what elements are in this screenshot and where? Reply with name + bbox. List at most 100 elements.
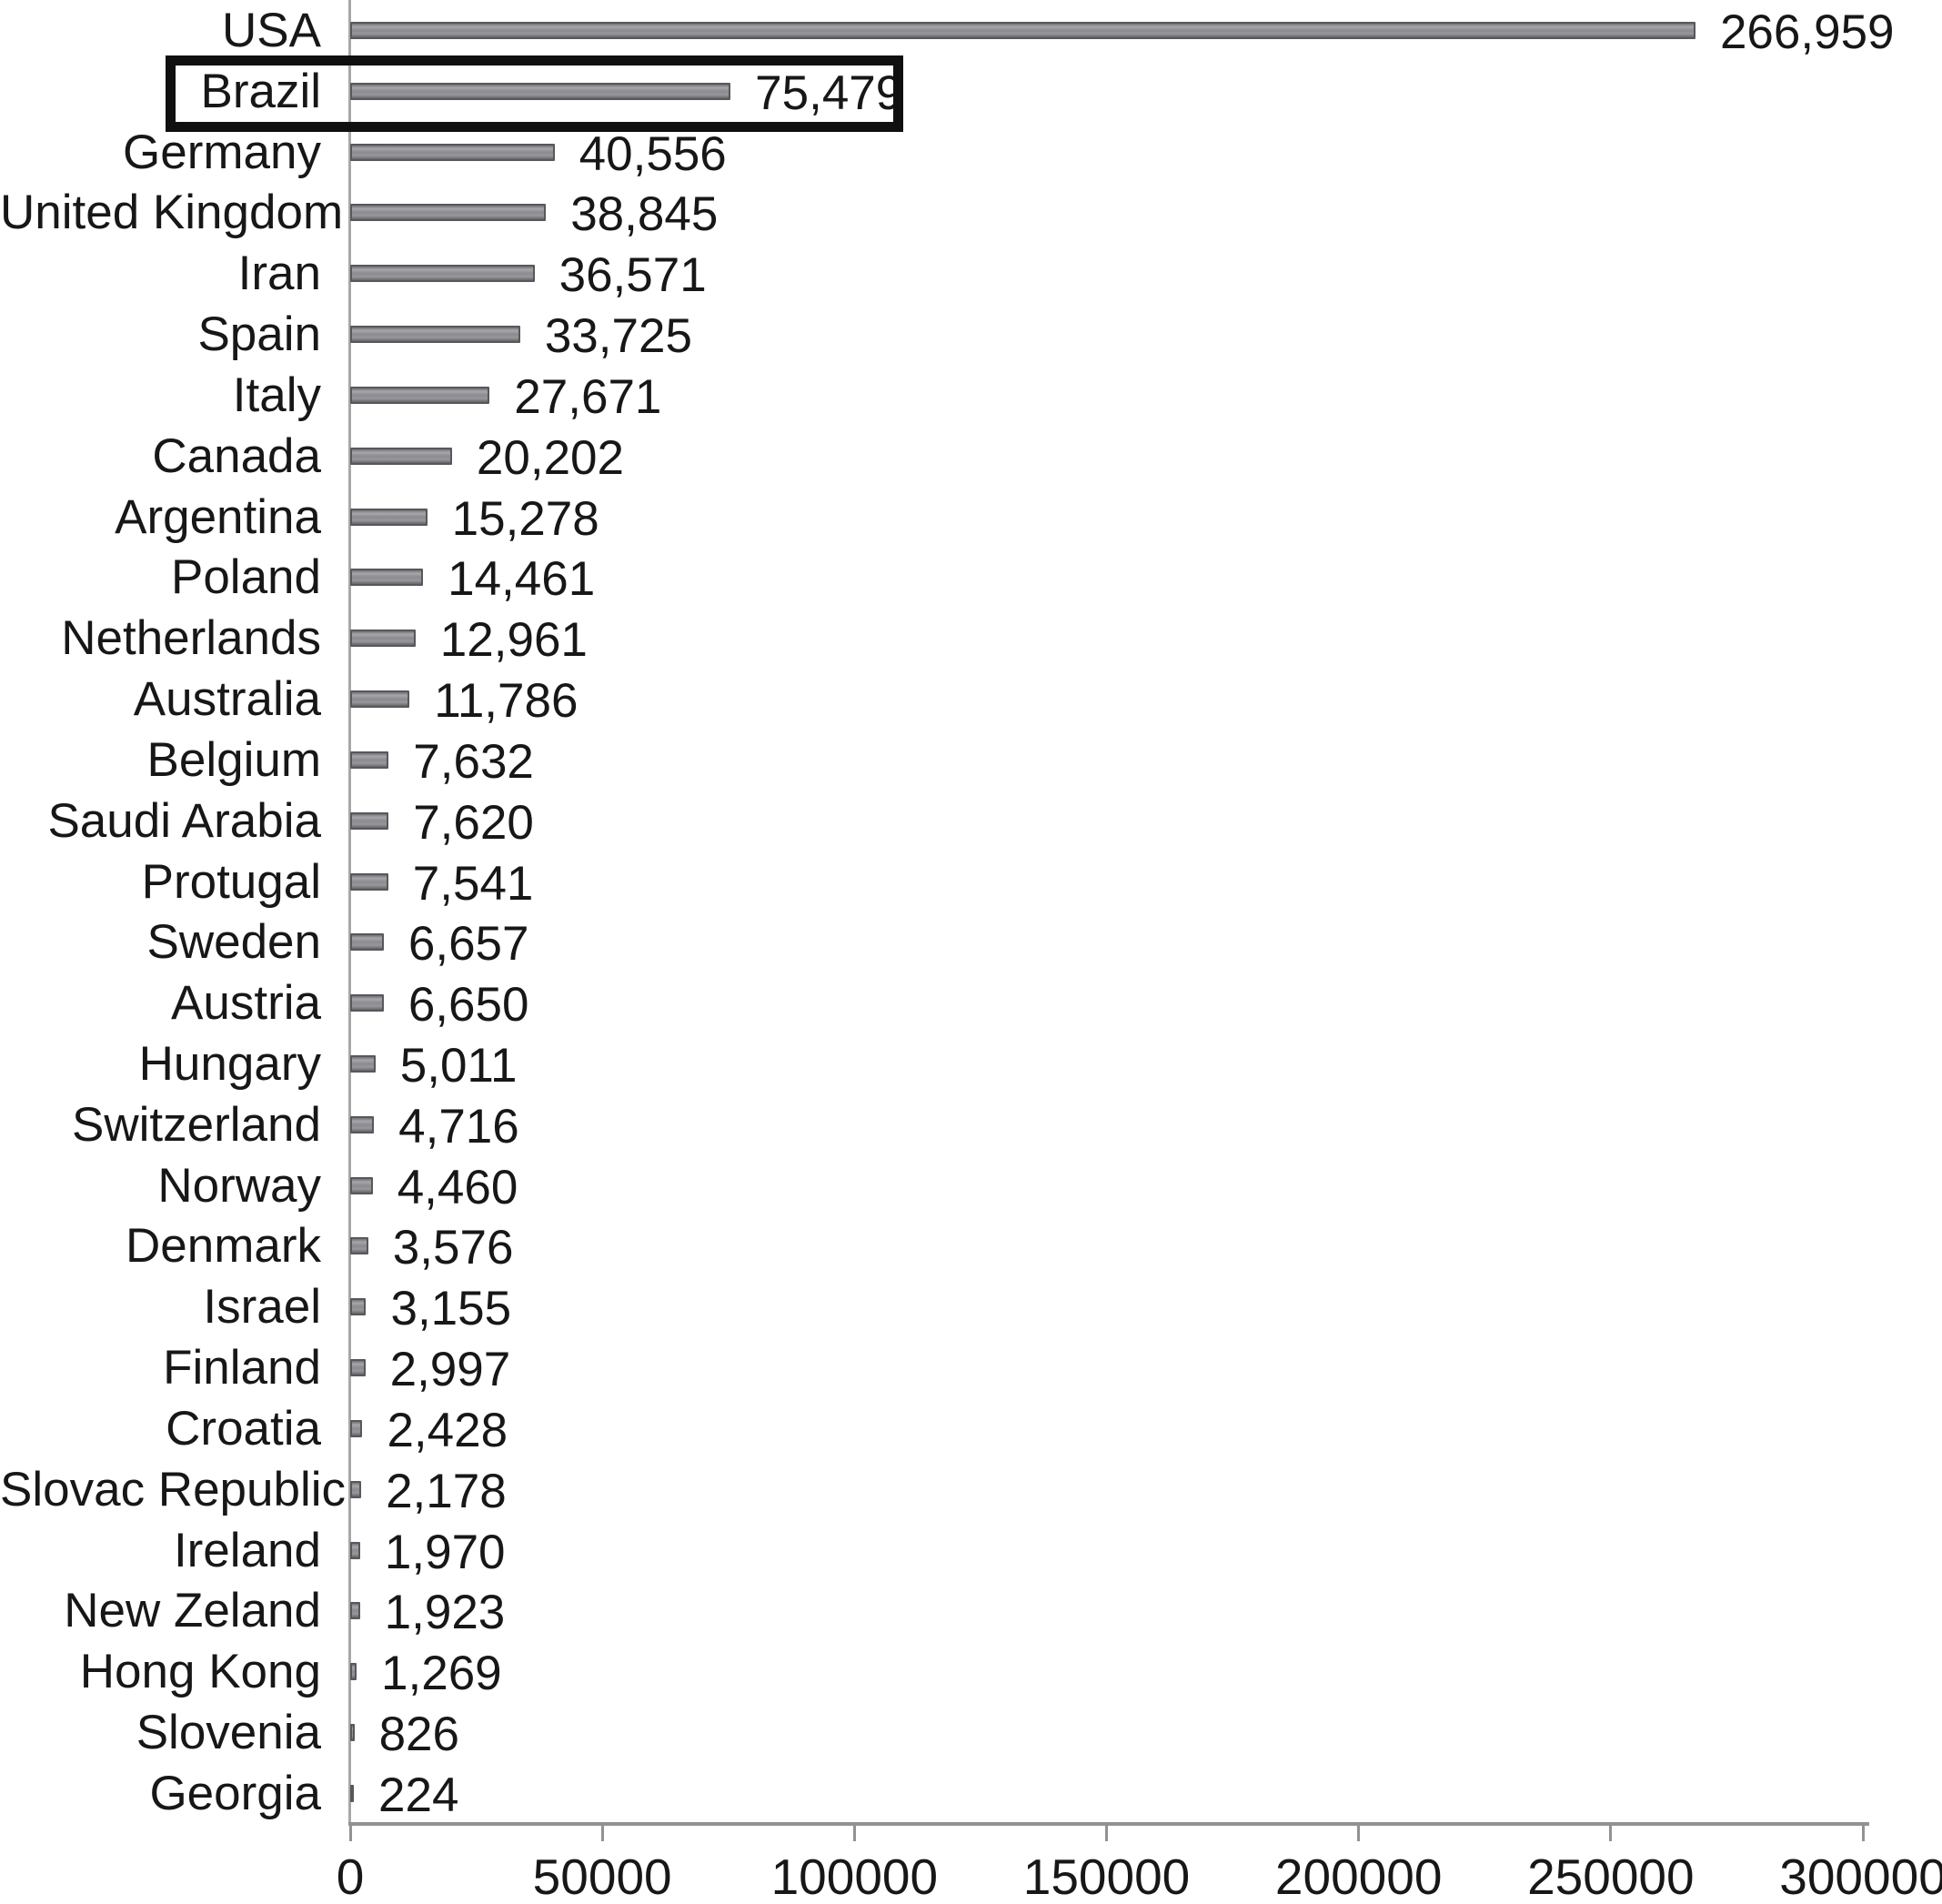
chart-row: Hong Kong 1,269 (0, 1641, 1942, 1702)
category-label: Hong Kong (79, 1645, 321, 1699)
bar (350, 1784, 354, 1802)
bar-area: 3,576 (350, 1221, 1942, 1275)
value-label: 7,632 (413, 734, 534, 789)
x-axis-tick-label: 100000 (770, 1849, 939, 1904)
value-label: 7,541 (412, 856, 534, 911)
bar (350, 447, 452, 465)
category-label: Israel (203, 1280, 321, 1335)
bar-area: 33,725 (350, 309, 1942, 364)
chart-row: Norway 4,460 (0, 1155, 1942, 1216)
bar-area: 1,970 (350, 1526, 1942, 1577)
value-label: 12,961 (439, 613, 588, 668)
bar-area: 20,202 (350, 432, 1942, 482)
bar (350, 811, 389, 830)
bar-area: 266,959 (350, 6, 1942, 56)
x-axis-tick-label: 300000 (1779, 1849, 1942, 1904)
bar-area: 38,845 (350, 187, 1942, 242)
value-label: 4,716 (398, 1099, 519, 1153)
chart-row: Georgia 224 (0, 1763, 1942, 1824)
category-label: Canada (152, 428, 321, 483)
value-label: 27,671 (514, 369, 662, 424)
bar-area: 7,541 (350, 856, 1942, 911)
bar-area: 5,011 (350, 1040, 1942, 1090)
bar-area: 2,997 (350, 1343, 1942, 1397)
category-label: Finland (163, 1341, 321, 1395)
chart-row: Canada 20,202 (0, 426, 1942, 487)
category-label: New Zeland (64, 1584, 321, 1638)
chart-row: Saudi Arabia 7,620 (0, 791, 1942, 851)
bar-area: 826 (350, 1708, 1942, 1758)
bar-area: 2,178 (350, 1464, 1942, 1518)
chart-row: Australia 11,786 (0, 669, 1942, 730)
value-label: 33,725 (544, 309, 692, 364)
x-axis-tick-label: 150000 (1022, 1849, 1191, 1904)
value-label: 38,845 (570, 187, 719, 242)
bar-area: 6,657 (350, 918, 1942, 968)
chart-row: Finland 2,997 (0, 1337, 1942, 1398)
bar (350, 1663, 357, 1681)
value-label: 15,278 (451, 491, 599, 546)
chart-row: Croatia 2,428 (0, 1398, 1942, 1459)
value-label: 2,997 (389, 1343, 511, 1397)
bar (350, 1480, 362, 1498)
bar (350, 1176, 373, 1194)
bar (350, 326, 520, 344)
bar (350, 872, 388, 891)
category-label: Argentina (115, 489, 321, 544)
bar (350, 82, 731, 100)
bar (350, 994, 384, 1012)
chart-row: Austria 6,650 (0, 972, 1942, 1033)
bar (350, 690, 410, 709)
bar (350, 204, 547, 222)
bar-area: 11,786 (350, 675, 1942, 725)
value-label: 1,269 (381, 1647, 502, 1701)
category-label: Austria (171, 976, 321, 1031)
category-label: Brazil (200, 64, 321, 118)
bar-area: 75,479 (350, 67, 1942, 117)
category-label: Protugal (141, 854, 321, 909)
category-label: Germany (123, 125, 321, 179)
chart-row: Slovenia 826 (0, 1702, 1942, 1763)
bar (350, 21, 1695, 39)
chart-row: Belgium 7,632 (0, 730, 1942, 791)
bar-area: 7,620 (350, 795, 1942, 850)
brazil-highlight-box (166, 55, 903, 132)
bar-area: 15,278 (350, 491, 1942, 546)
bar (350, 569, 424, 587)
bar-area: 3,155 (350, 1283, 1942, 1333)
category-label: Saudi Arabia (47, 793, 321, 848)
bar (350, 933, 384, 952)
value-label: 2,428 (387, 1403, 508, 1457)
bar-area: 7,632 (350, 734, 1942, 789)
chart-row: United Kingdom 38,845 (0, 182, 1942, 243)
value-label: 2,178 (386, 1464, 507, 1518)
category-label: Slovenia (136, 1706, 321, 1760)
bar (350, 1237, 368, 1255)
bar-area: 1,269 (350, 1647, 1942, 1701)
chart-rows: USA 266,959 Brazil 75,479 Germany 40,556… (0, 0, 1942, 1824)
bar (350, 1115, 375, 1133)
x-axis-tick-label: 50000 (532, 1849, 672, 1904)
value-label: 224 (378, 1768, 459, 1822)
chart-row: USA 266,959 (0, 0, 1942, 61)
bar-area: 27,671 (350, 369, 1942, 424)
bar-area: 224 (350, 1768, 1942, 1822)
value-label: 7,620 (413, 795, 534, 850)
chart-row: Iran 36,571 (0, 243, 1942, 304)
category-label: USA (222, 3, 321, 57)
bar-area: 2,428 (350, 1403, 1942, 1457)
x-axis-tick (1861, 1822, 1865, 1841)
bar (350, 508, 428, 526)
value-label: 3,576 (392, 1221, 514, 1275)
bar (350, 1054, 376, 1073)
category-label: Spain (197, 307, 321, 362)
chart-row: Italy 27,671 (0, 365, 1942, 426)
chart-row: Germany 40,556 (0, 122, 1942, 183)
x-axis-line (348, 1822, 1869, 1826)
value-label: 14,461 (448, 552, 596, 607)
value-label: 40,556 (579, 126, 727, 181)
bar (350, 630, 416, 648)
chart-row: Ireland 1,970 (0, 1520, 1942, 1581)
bar (350, 1419, 363, 1437)
category-label: Switzerland (72, 1097, 321, 1152)
